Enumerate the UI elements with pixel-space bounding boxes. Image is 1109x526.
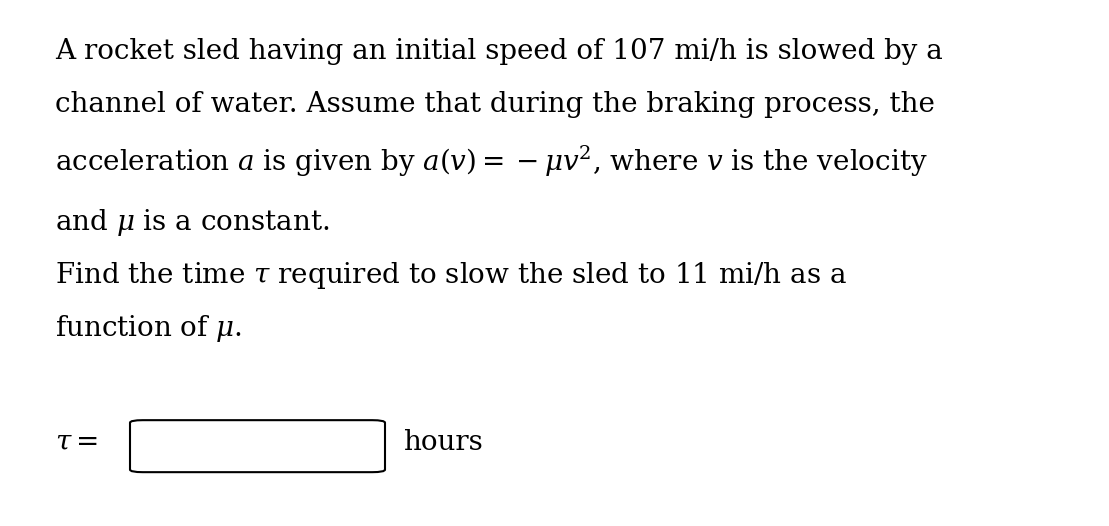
Text: channel of water. Assume that during the braking process, the: channel of water. Assume that during the… xyxy=(55,91,935,118)
Text: acceleration $a$ is given by $a(v) = -\mu v^2$, where $v$ is the velocity: acceleration $a$ is given by $a(v) = -\m… xyxy=(55,144,928,179)
Text: A rocket sled having an initial speed of 107 mi/h is slowed by a: A rocket sled having an initial speed of… xyxy=(55,38,943,65)
FancyBboxPatch shape xyxy=(130,420,385,472)
Text: Find the time $\tau$ required to slow the sled to 11 mi/h as a: Find the time $\tau$ required to slow th… xyxy=(55,260,847,291)
Text: and $\mu$ is a constant.: and $\mu$ is a constant. xyxy=(55,207,329,238)
Text: hours: hours xyxy=(403,429,482,456)
Text: function of $\mu$.: function of $\mu$. xyxy=(55,313,242,344)
Text: $\tau =$: $\tau =$ xyxy=(55,429,98,456)
